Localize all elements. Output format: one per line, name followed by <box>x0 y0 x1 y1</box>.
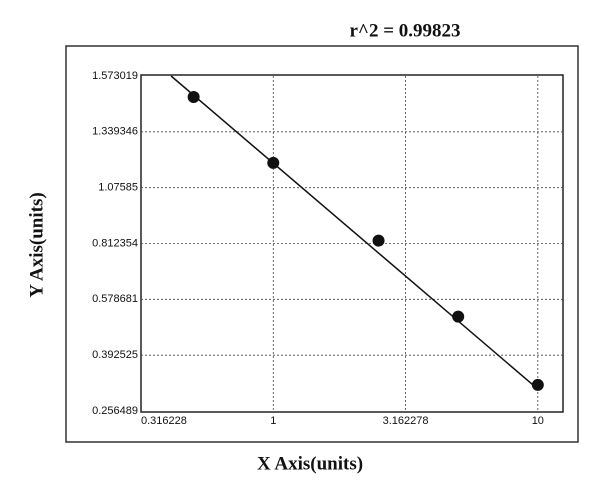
data-point <box>267 156 280 169</box>
x-tick-label: 0.316228 <box>141 415 187 427</box>
y-axis-label: Y Axis(units) <box>26 192 47 297</box>
plot-area <box>140 74 564 413</box>
y-tick-label: 0.392525 <box>92 349 138 361</box>
y-tick-label: 0.256489 <box>92 405 138 417</box>
x-tick-label: 1 <box>270 415 276 427</box>
data-point <box>452 310 465 323</box>
data-point <box>372 234 385 247</box>
y-tick-label: 0.578681 <box>92 293 138 305</box>
chart-title: r^2 = 0.99823 <box>349 20 460 41</box>
y-tick-label: 1.07585 <box>98 182 138 194</box>
fit-line <box>170 75 539 390</box>
x-tick-label: 10 <box>532 415 544 427</box>
data-point <box>531 378 544 391</box>
y-tick-label: 1.339346 <box>92 126 138 138</box>
y-tick-label: 1.573019 <box>92 70 138 82</box>
x-axis-label: X Axis(units) <box>257 453 363 474</box>
y-tick-label: 0.812354 <box>92 237 138 249</box>
data-point <box>187 91 200 104</box>
x-tick-label: 3.162278 <box>383 415 429 427</box>
